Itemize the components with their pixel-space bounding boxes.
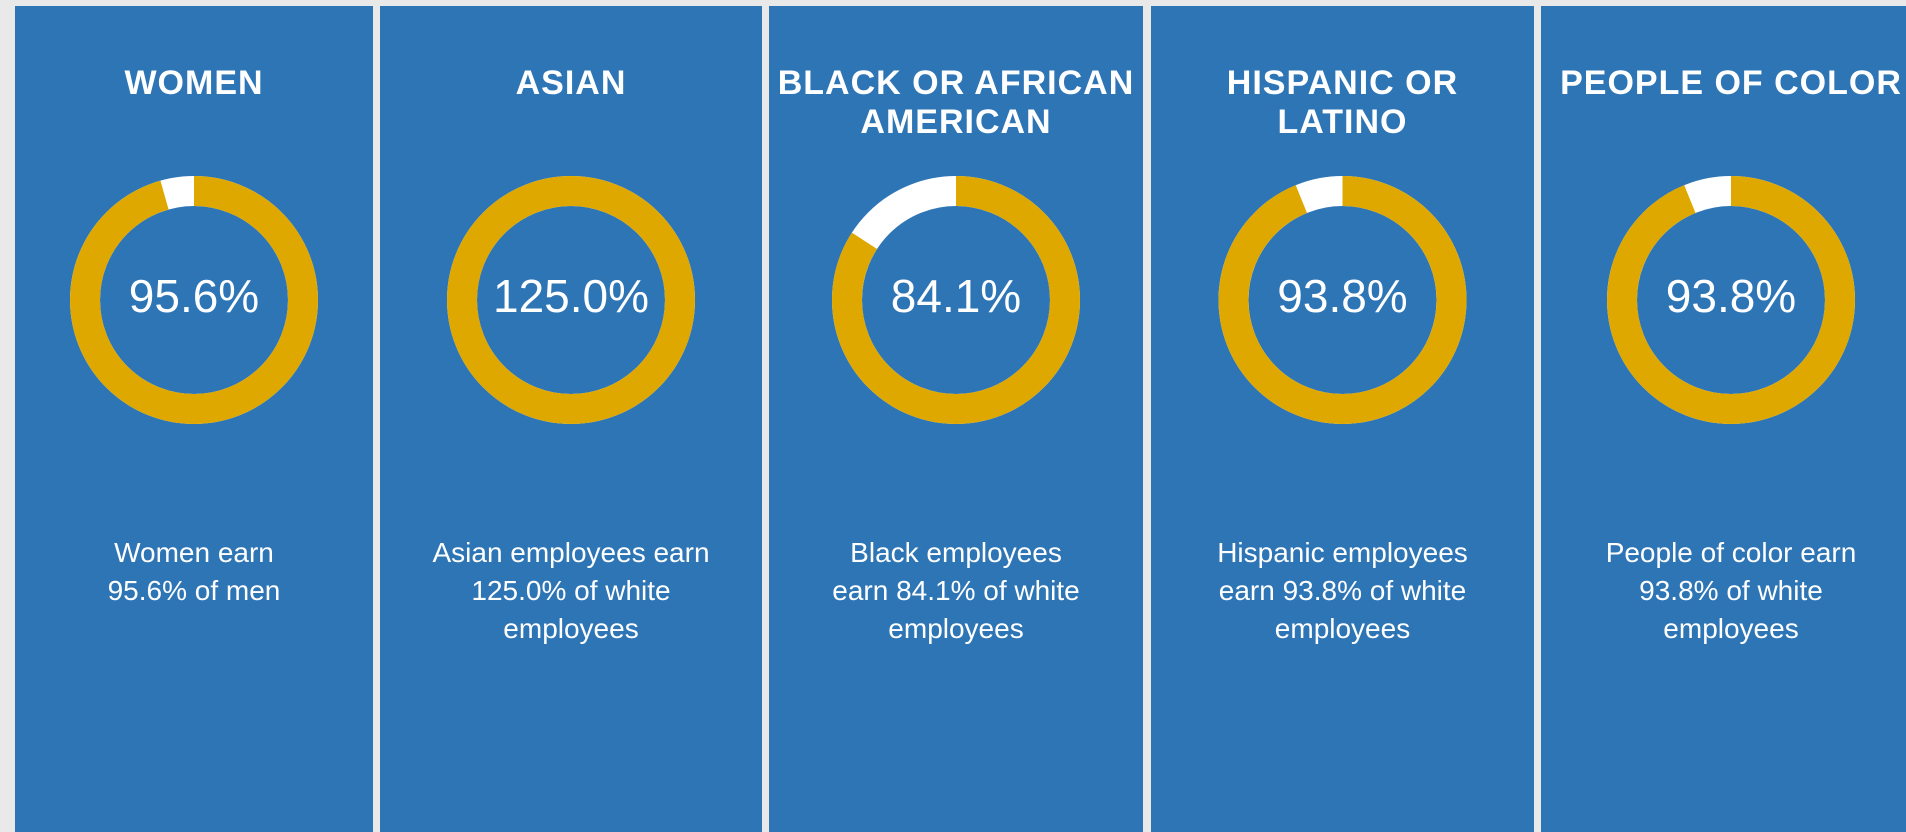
center-label: 84.1% [891, 270, 1021, 322]
description: Black employees earn 84.1% of white employ… [769, 534, 1143, 648]
donut-segment [70, 176, 318, 424]
description: People of color earn 93.8% of white employ… [1541, 534, 1906, 648]
description-line: employees [503, 613, 639, 644]
title-line: BLACK OR AFRICAN [777, 64, 1135, 102]
donut-chart: 93.8% [1218, 176, 1467, 424]
description-line: earn 84.1% of white [832, 575, 1080, 606]
donut-segment [447, 176, 695, 424]
title-line: HISPANIC OR [1226, 64, 1459, 102]
description-line: People of color earn [1605, 537, 1857, 568]
panel: BLACK OR AFRICAN AMERICAN 84.1% Black emplo… [769, 6, 1143, 832]
panel-title: HISPANIC OR LATINO [1151, 64, 1534, 142]
description-line: employees [1663, 613, 1799, 644]
description: Women earn 95.6% of men [15, 534, 373, 610]
description-line: Hispanic employees [1217, 537, 1468, 568]
panel-title: ASIAN [380, 64, 762, 103]
title-line: LATINO [1277, 103, 1408, 141]
donut-chart: 93.8% [1607, 176, 1855, 424]
center-label: 125.0% [493, 270, 649, 322]
description-line: Black employees [850, 537, 1062, 568]
panel: PEOPLE OF COLOR 93.8% People of color earn… [1541, 6, 1906, 832]
donut-segment [1607, 176, 1855, 424]
panel: HISPANIC OR LATINO 93.8% Hispanic employees… [1151, 6, 1534, 832]
donut-segment [1218, 176, 1467, 424]
panel-title: PEOPLE OF COLOR [1541, 64, 1906, 103]
description-line: 125.0% of white [471, 575, 671, 606]
panel-title: BLACK OR AFRICAN AMERICAN [769, 64, 1143, 142]
donut-chart: 95.6% [70, 176, 318, 424]
description-line: 95.6% of men [107, 575, 281, 606]
donut-chart: 84.1% [832, 176, 1080, 424]
donut-chart: 125.0% [447, 176, 695, 424]
donut-segment [832, 176, 1080, 424]
description-line: Asian employees earn [432, 537, 710, 568]
description-line: employees [1274, 613, 1411, 644]
description: Asian employees earn 125.0% of white emplo… [380, 534, 762, 648]
panel: WOMEN 95.6% Women earn 95.6% of men [15, 6, 373, 832]
description: Hispanic employees earn 93.8% of white emp… [1151, 534, 1534, 648]
center-label: 93.8% [1277, 270, 1407, 322]
panel-title: WOMEN [15, 64, 373, 103]
panel: ASIAN 125.0% Asian employees earn 125.0% of… [380, 6, 762, 832]
description-line: 93.8% of white [1639, 575, 1823, 606]
title-line: WOMEN [124, 64, 264, 102]
description-line: Women earn [114, 537, 274, 568]
title-line: ASIAN [515, 64, 627, 102]
center-label: 95.6% [129, 270, 259, 322]
description-line: earn 93.8% of white [1218, 575, 1467, 606]
description-line: employees [888, 613, 1024, 644]
title-line: PEOPLE OF COLOR [1560, 64, 1902, 102]
title-line: AMERICAN [860, 103, 1052, 141]
center-label: 93.8% [1666, 270, 1796, 322]
